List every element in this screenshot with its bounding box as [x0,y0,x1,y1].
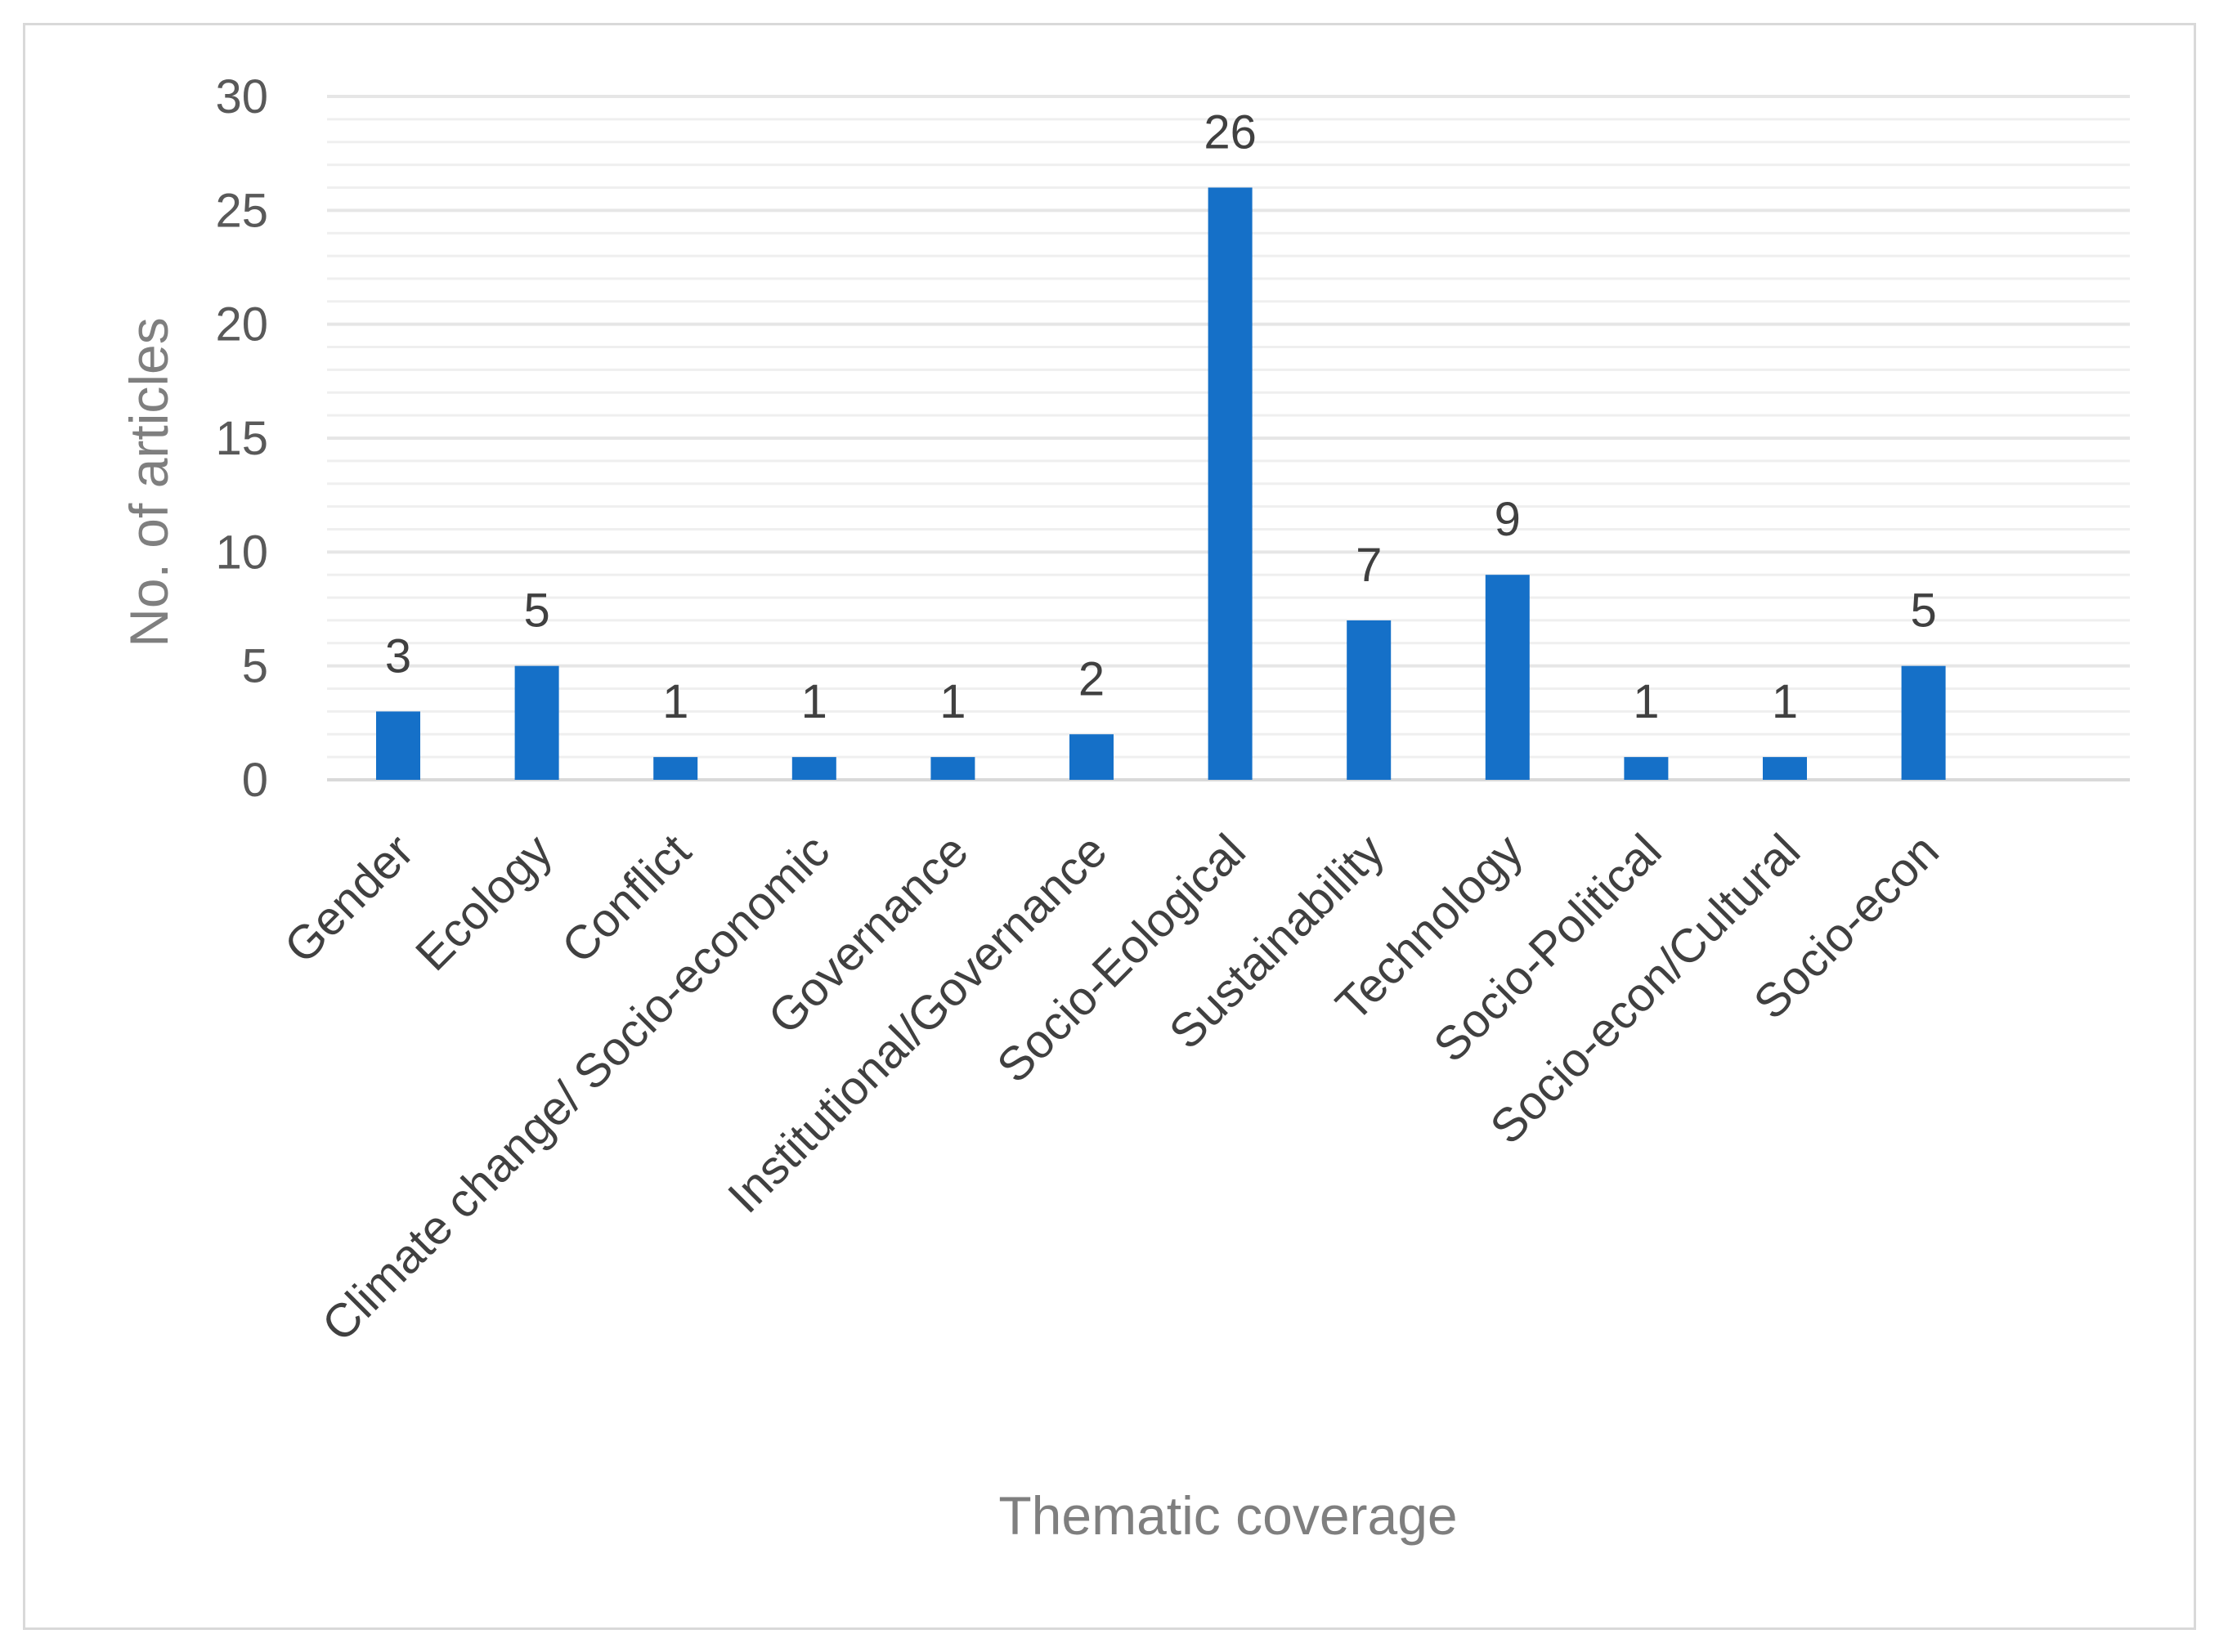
x-category-label: Ecology [406,824,563,981]
bar [1069,734,1114,780]
bars [376,187,1946,780]
data-label: 7 [1356,539,1382,592]
bar [1208,187,1253,780]
data-label: 5 [1910,584,1936,638]
y-axis-ticks: 0 5 10 15 20 25 30 [215,70,268,807]
data-label: 2 [1078,652,1105,705]
y-tick-label: 10 [215,526,268,579]
bar [376,711,420,780]
data-label: 5 [523,584,549,638]
bar [1901,665,1946,780]
x-axis-title: Thematic coverage [998,1485,1457,1546]
y-tick-label: 20 [215,298,268,351]
x-category-label: Gender [274,824,424,974]
bar [1347,620,1392,780]
y-tick-label: 15 [215,412,268,465]
bar [653,757,698,780]
bar [1624,757,1669,780]
data-label: 1 [662,675,688,728]
y-tick-label: 0 [242,754,268,807]
y-tick-label: 30 [215,70,268,123]
y-tick-label: 25 [215,184,268,237]
x-category-label: Socio-Eological [987,824,1256,1093]
data-label: 1 [1772,675,1798,728]
bar [930,757,975,780]
x-category-label: Climate change/ Socio-economic [312,824,840,1351]
y-tick-label: 5 [242,640,268,693]
data-label: 1 [801,675,827,728]
y-axis-title: No. of articles [119,317,179,647]
bar [514,665,559,780]
data-label: 26 [1204,105,1257,159]
data-label: 9 [1495,493,1521,546]
bar [791,757,836,780]
data-label: 1 [939,675,966,728]
bar [1485,575,1530,780]
chart-frame [23,23,2196,1630]
data-label: 3 [385,629,411,683]
data-label: 1 [1633,675,1659,728]
bar [1763,757,1807,780]
